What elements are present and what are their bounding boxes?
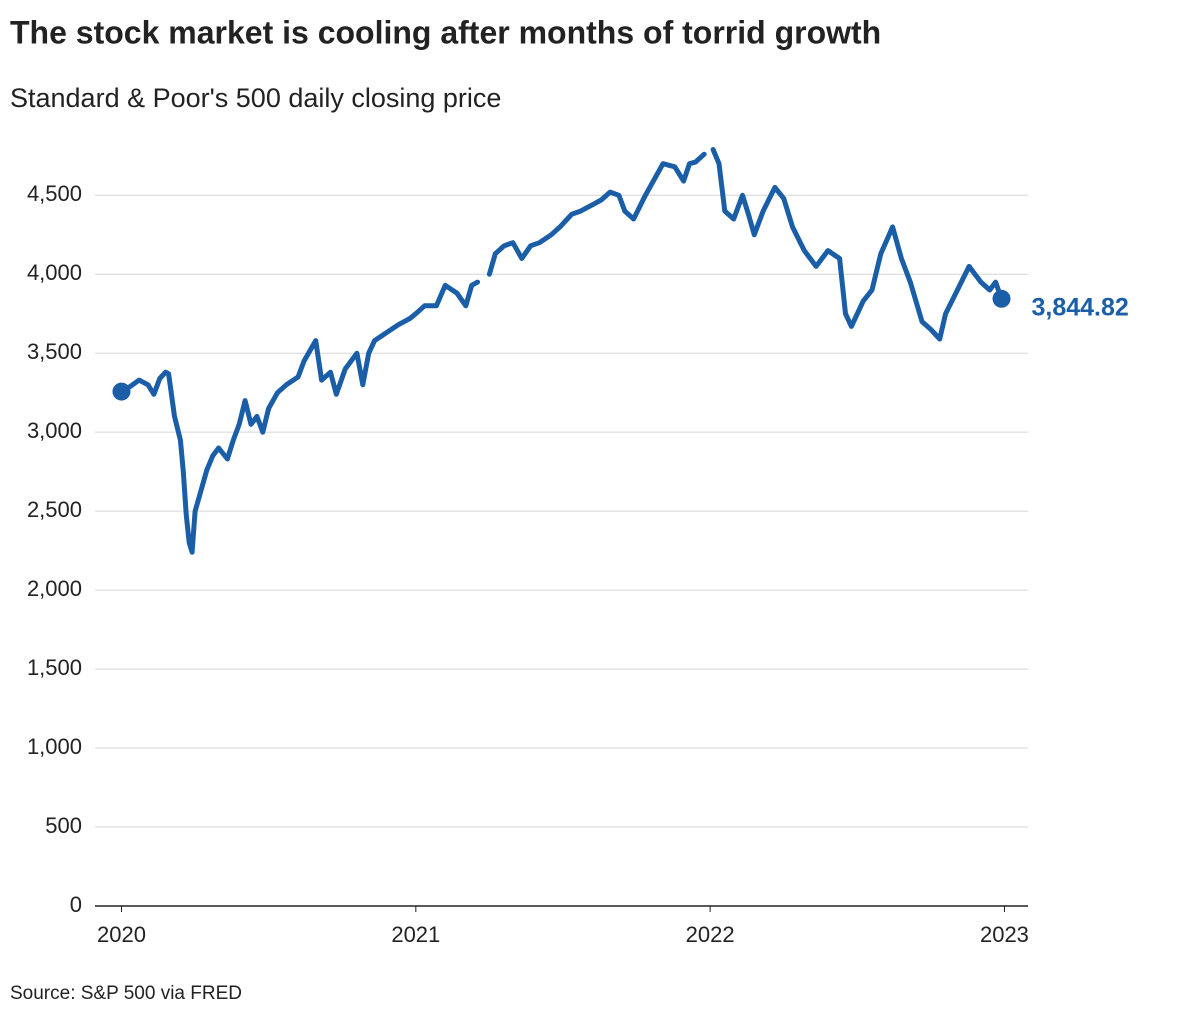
y-tick-label: 500 (45, 813, 82, 838)
y-tick-label: 3,500 (27, 339, 82, 364)
y-tick-label: 2,500 (27, 497, 82, 522)
x-tick-label: 2021 (391, 922, 440, 947)
end-dot (992, 289, 1011, 308)
y-tick-label: 4,000 (27, 260, 82, 285)
price-line (119, 147, 1004, 555)
y-tick-label: 2,000 (27, 576, 82, 601)
end-label: 3,844.82 (1032, 293, 1129, 321)
source-note: Source: S&P 500 via FRED (10, 983, 242, 1004)
y-tick-label: 0 (70, 892, 82, 917)
x-tick-label: 2022 (686, 922, 735, 947)
y-tick-label: 3,000 (27, 418, 82, 443)
chart-title: The stock market is cooling after months… (10, 14, 881, 50)
x-tick-label: 2020 (97, 922, 146, 947)
y-tick-label: 1,000 (27, 734, 82, 759)
y-tick-label: 1,500 (27, 655, 82, 680)
chart-subtitle: Standard & Poor's 500 daily closing pric… (10, 83, 501, 113)
x-tick-label: 2023 (980, 922, 1029, 947)
start-dot (112, 382, 131, 401)
y-tick-label: 4,500 (27, 181, 82, 206)
